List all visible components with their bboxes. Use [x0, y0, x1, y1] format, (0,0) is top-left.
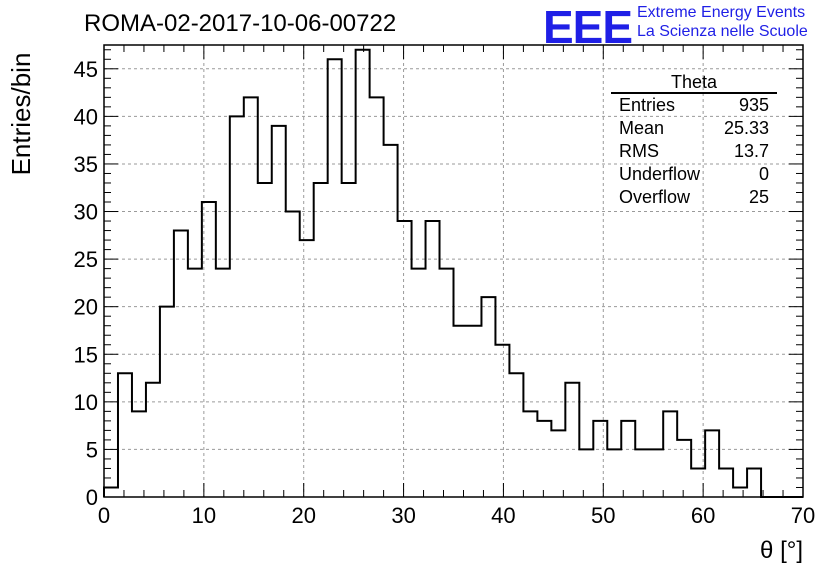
histogram-bin — [174, 231, 188, 497]
histogram-bin — [565, 383, 579, 497]
stats-label: RMS — [619, 141, 659, 161]
histogram-bin — [146, 383, 160, 497]
grid-lines — [104, 45, 803, 497]
histogram-bin — [118, 373, 132, 497]
histogram-bin — [607, 449, 621, 497]
histogram-bin — [454, 326, 468, 497]
y-tick-label: 20 — [74, 295, 98, 320]
histogram-bin — [551, 430, 565, 497]
histogram-bin — [300, 240, 314, 497]
stats-row-overflow: Overflow 25 — [611, 186, 777, 209]
chart-title: ROMA-02-2017-10-06-00722 — [84, 10, 397, 37]
logo-caption-line1: Extreme Energy Events — [637, 4, 806, 21]
histogram-bin — [719, 468, 733, 497]
histogram-bin — [272, 126, 286, 497]
histogram-bin — [314, 183, 328, 497]
histogram-bin — [635, 449, 649, 497]
histogram-bin — [537, 421, 551, 497]
stats-value: 13.7 — [733, 141, 769, 161]
x-tick-label: 50 — [591, 503, 615, 528]
histogram-series — [103, 48, 803, 498]
histogram-bin — [509, 373, 523, 497]
histogram-bin — [342, 183, 356, 497]
x-tick-label: 70 — [791, 503, 815, 528]
histogram-bin — [202, 202, 216, 497]
y-tick-label: 5 — [86, 437, 98, 462]
histogram-bin — [440, 269, 454, 497]
axes: 0 10 20 30 40 50 60 70 0 5 10 15 20 25 30 35 40 45 — [74, 44, 815, 528]
histogram-bin — [467, 326, 481, 497]
histogram-bin — [621, 421, 635, 497]
histogram-outline — [103, 48, 803, 498]
stats-label: Overflow — [619, 187, 691, 207]
x-axis-label: θ [°] — [760, 537, 803, 564]
histogram-bin — [356, 50, 370, 497]
histogram-bin — [593, 421, 607, 497]
stats-value: 25.33 — [723, 118, 769, 138]
stats-label: Underflow — [619, 164, 701, 184]
x-tick-label: 10 — [192, 503, 216, 528]
stats-value: 935 — [738, 95, 769, 115]
stats-row-entries: Entries 935 — [611, 94, 777, 117]
histogram-bin — [286, 212, 300, 497]
y-tick-label: 0 — [86, 485, 98, 510]
histogram-bin — [663, 411, 677, 497]
stats-label: Entries — [619, 95, 676, 115]
x-tick-label: 40 — [491, 503, 515, 528]
histogram-bin — [412, 269, 426, 497]
histogram-bin — [733, 487, 747, 497]
eee-logo: EEE — [543, 1, 633, 53]
stats-title: Theta — [611, 72, 777, 94]
histogram-bin — [649, 449, 663, 497]
histogram-bin — [328, 59, 342, 497]
histogram-bin — [370, 97, 384, 497]
stats-value: 0 — [758, 164, 769, 184]
stats-row-rms: RMS 13.7 — [611, 140, 777, 163]
histogram-bin — [104, 487, 118, 497]
stats-value: 25 — [748, 187, 769, 207]
histogram-bin — [481, 297, 495, 497]
x-tick-label: 20 — [291, 503, 315, 528]
y-tick-label: 30 — [74, 200, 98, 225]
histogram-bin — [426, 221, 440, 497]
plot-frame — [103, 44, 804, 498]
logo-caption-line2: La Scienza nelle Scuole — [637, 23, 808, 40]
histogram-bin — [216, 269, 230, 497]
y-tick-label: 40 — [74, 104, 98, 129]
histogram-bin — [677, 440, 691, 497]
y-tick-label: 35 — [74, 152, 98, 177]
y-tick-label: 25 — [74, 247, 98, 272]
y-tick-label: 15 — [74, 342, 98, 367]
histogram-bin — [747, 468, 761, 497]
x-tick-label: 30 — [391, 503, 415, 528]
x-tick-label: 60 — [691, 503, 715, 528]
y-tick-label: 10 — [74, 390, 98, 415]
histogram-bin — [523, 411, 537, 497]
histogram-bin — [398, 221, 412, 497]
histogram-bin — [160, 307, 174, 497]
histogram-bin — [705, 430, 719, 497]
histogram-bin — [495, 345, 509, 497]
stats-row-underflow: Underflow 0 — [611, 163, 777, 186]
histogram-bin — [244, 97, 258, 497]
histogram-bin — [188, 269, 202, 497]
histogram-bin — [132, 411, 146, 497]
histogram-bin — [230, 116, 244, 497]
histogram-bin — [579, 449, 593, 497]
histogram-bin — [258, 183, 272, 497]
x-tick-label: 0 — [98, 503, 110, 528]
logo-caption: Extreme Energy Events La Scienza nelle S… — [637, 3, 808, 41]
stats-box: Theta Entries 935 Mean 25.33 RMS 13.7 Un… — [611, 72, 777, 209]
y-axis-label: Entries/bin — [6, 53, 36, 176]
histogram-bin — [384, 145, 398, 497]
stats-label: Mean — [619, 118, 665, 138]
stats-row-mean: Mean 25.33 — [611, 117, 777, 140]
y-tick-label: 45 — [74, 57, 98, 82]
